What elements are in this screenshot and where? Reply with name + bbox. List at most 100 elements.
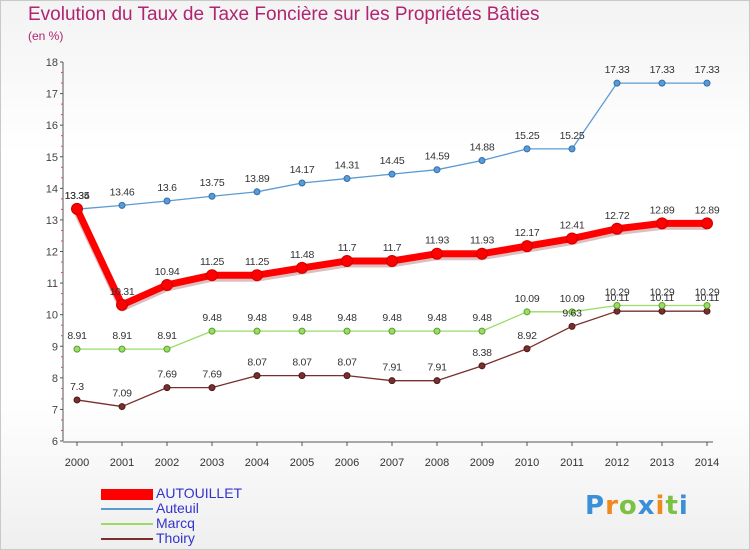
x-tick-label: 2006: [335, 457, 359, 469]
data-point: [523, 308, 531, 316]
x-tick-label: 2001: [110, 457, 134, 469]
data-label: 12.17: [515, 227, 540, 239]
data-label: 10.11: [605, 292, 629, 304]
y-tick-label: 14: [46, 183, 58, 195]
y-tick-label: 16: [46, 120, 58, 132]
data-point: [208, 327, 216, 335]
y-tick-label: 17: [46, 89, 58, 101]
data-label: 17.33: [650, 64, 675, 76]
x-tick-label: 2000: [65, 457, 89, 469]
data-point: [658, 307, 666, 315]
data-point: [73, 345, 81, 353]
data-label: 12.89: [650, 204, 675, 216]
data-label: 8.07: [292, 357, 312, 369]
data-label: 9.48: [337, 312, 357, 324]
data-label: 10.11: [650, 292, 674, 304]
series-line-thoiry: [76, 310, 708, 408]
data-label: 8.92: [517, 330, 537, 342]
data-point: [613, 302, 621, 310]
data-label: 10.29: [650, 287, 675, 299]
data-point: [568, 145, 576, 153]
legend-label: Auteuil: [156, 500, 199, 516]
data-point: [658, 79, 666, 87]
data-point: [73, 396, 81, 404]
data-point: [476, 247, 488, 260]
data-point: [388, 327, 396, 335]
data-label: 8.91: [67, 330, 87, 342]
chart-subtitle: (en %): [28, 29, 64, 43]
chart-title: Evolution du Taux de Taxe Foncière sur l…: [28, 4, 540, 25]
y-tick-label: 11: [47, 278, 58, 290]
x-tick-label: 2005: [290, 457, 314, 469]
data-label: 10.11: [695, 292, 719, 304]
data-point: [478, 327, 486, 335]
logo-letter: i: [678, 491, 689, 521]
data-label: 9.48: [202, 312, 222, 324]
data-label: 11.25: [200, 256, 224, 268]
data-point: [388, 170, 396, 178]
data-label: 13.89: [245, 173, 270, 185]
data-point: [478, 362, 486, 370]
data-label: 14.88: [470, 142, 495, 154]
data-label: 11.25: [245, 256, 269, 268]
x-tick-label: 2004: [245, 457, 269, 469]
data-point: [521, 240, 533, 253]
data-label: 10.94: [155, 266, 180, 278]
data-label: 11.48: [290, 249, 314, 261]
proxiti-logo: Proxiti: [585, 491, 689, 521]
data-point: [118, 345, 126, 353]
data-point: [388, 377, 396, 385]
data-label: 8.91: [112, 330, 132, 342]
data-point: [208, 384, 216, 392]
data-point: [163, 197, 171, 205]
data-point: [568, 308, 576, 316]
y-tick-label: 10: [46, 310, 58, 322]
data-label: 10.09: [560, 293, 585, 305]
data-label: 11.7: [338, 242, 357, 254]
data-label: 14.45: [380, 155, 405, 167]
data-point: [118, 403, 126, 411]
data-label: 8.38: [472, 347, 492, 359]
data-point: [703, 307, 711, 315]
data-label: 11.93: [425, 235, 449, 247]
y-tick-label: 7: [52, 404, 58, 416]
x-tick-label: 2010: [515, 457, 539, 469]
data-point: [251, 269, 263, 282]
data-point: [611, 222, 623, 235]
x-tick-label: 2007: [380, 457, 404, 469]
logo-letter: r: [605, 491, 619, 521]
data-point: [298, 372, 306, 380]
legend-swatch: [101, 523, 153, 525]
data-point: [71, 202, 83, 215]
data-label: 12.72: [605, 210, 630, 222]
data-point: [298, 179, 306, 187]
data-label: 8.07: [247, 357, 267, 369]
y-tick-label: 12: [46, 247, 58, 259]
legend-swatch: [101, 488, 153, 500]
data-label: 9.48: [427, 312, 447, 324]
y-tick-label: 13: [46, 215, 58, 227]
data-point: [523, 345, 531, 353]
data-point: [206, 269, 218, 282]
x-tick-label: 2013: [650, 457, 674, 469]
data-label: 17.33: [605, 64, 630, 76]
data-point: [341, 254, 353, 267]
data-point: [116, 298, 128, 311]
data-point: [613, 79, 621, 87]
data-label: 13.46: [110, 186, 135, 198]
data-point: [613, 307, 621, 315]
logo-letter: i: [655, 491, 666, 521]
data-label: 9.63: [562, 307, 582, 319]
data-label: 13.34: [65, 190, 90, 202]
data-label: 10.31: [110, 286, 135, 298]
data-point: [566, 232, 578, 245]
data-point: [118, 201, 126, 209]
data-point: [701, 217, 713, 230]
data-label: 8.07: [337, 357, 357, 369]
data-point: [296, 261, 308, 274]
data-label: 17.33: [695, 64, 720, 76]
legend-label: AUTOUILLET: [156, 485, 243, 501]
legend-label: Marcq: [156, 515, 195, 531]
data-label: 12.89: [695, 204, 720, 216]
